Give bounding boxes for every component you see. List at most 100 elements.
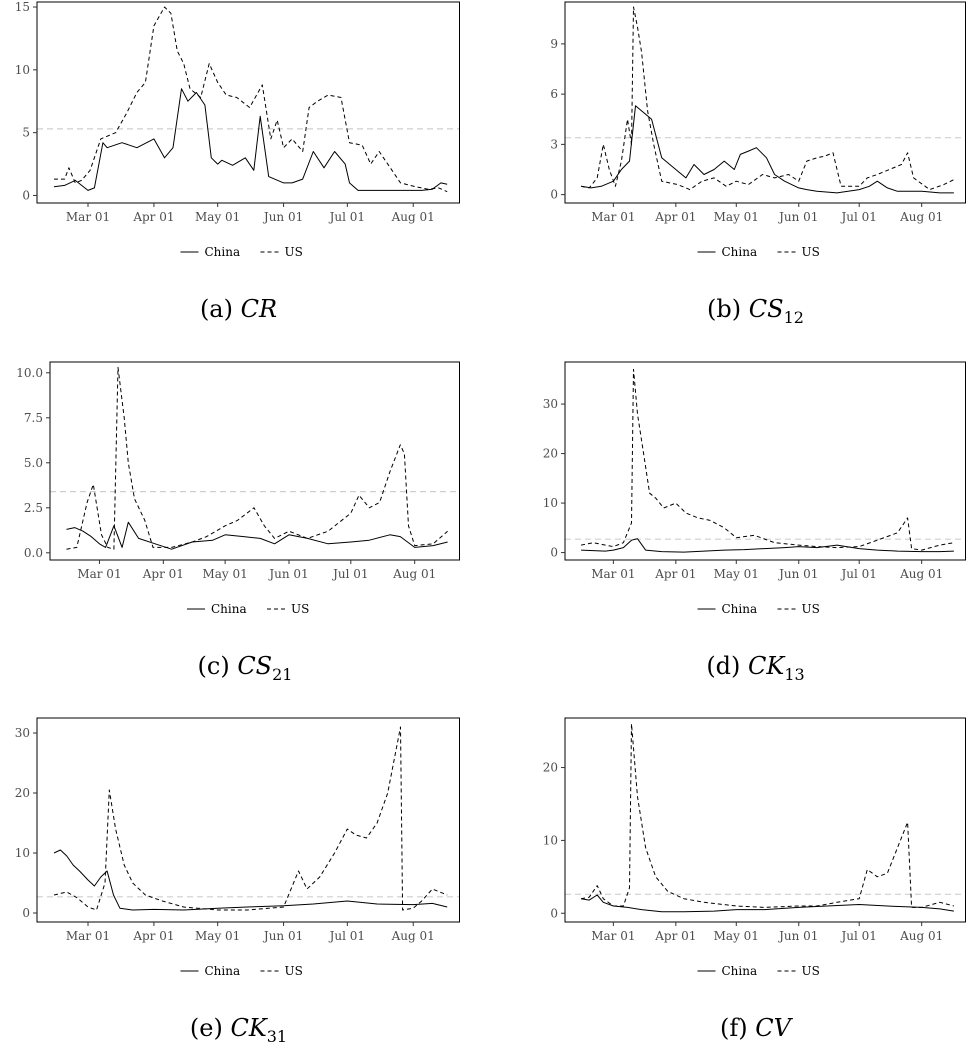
y-tick-label: 20 bbox=[543, 447, 558, 461]
caption-symbol: CV bbox=[755, 1014, 793, 1042]
y-tick-label: 2.5 bbox=[24, 501, 43, 515]
series-line-us bbox=[581, 6, 955, 191]
caption-symbol: CS bbox=[237, 652, 272, 680]
x-tick-label: Jun 01 bbox=[262, 929, 303, 943]
x-tick-label: May 01 bbox=[195, 929, 240, 943]
chart-panel-3: 0.0 2.5 5.0 7.5 10.0 Mar 01 Apr 01 May 01 Jun 01… bbox=[16, 361, 460, 684]
series-line-china bbox=[581, 894, 954, 913]
x-tick-label: Jul 01 bbox=[328, 210, 365, 224]
y-tick-label: 3 bbox=[550, 137, 558, 151]
plot-frame bbox=[36, 1, 460, 204]
x-tick-label: Jun 01 bbox=[267, 567, 308, 581]
x-tick-label: Apr 01 bbox=[142, 567, 184, 581]
y-tick-label: 10 bbox=[543, 496, 558, 510]
legend-label-us: US bbox=[802, 245, 820, 259]
x-tick-label: Jul 01 bbox=[331, 567, 368, 581]
x-tick-label: Aug 01 bbox=[899, 210, 943, 224]
legend-label-us: US bbox=[291, 602, 309, 616]
plot-frame bbox=[49, 361, 460, 561]
y-tick-label: 5.0 bbox=[24, 456, 43, 470]
legend-label-china: China bbox=[722, 964, 758, 978]
y-tick-label: 0 bbox=[550, 906, 558, 920]
series-line-us bbox=[581, 368, 954, 551]
plot-frame bbox=[36, 717, 460, 923]
x-tick-label: Jul 01 bbox=[839, 567, 876, 581]
chart-panel-4: 0 10 20 30 Mar 01 Apr 01 May 01 Jun 01 Jul 01 Aug… bbox=[543, 361, 966, 684]
caption-subscript: 13 bbox=[784, 665, 804, 684]
chart-panel-2: 0 3 6 9 Mar 01 Apr 01 May 01 Jun 01 Jul 01 Aug 01… bbox=[550, 1, 966, 327]
x-tick-label: Jul 01 bbox=[839, 929, 876, 943]
x-tick-label: Aug 01 bbox=[899, 929, 943, 943]
series-line-china bbox=[581, 538, 954, 553]
caption-prefix: (f) bbox=[720, 1014, 755, 1042]
legend-label-us: US bbox=[802, 602, 820, 616]
y-tick-label: 10 bbox=[15, 846, 30, 860]
y-tick-label: 30 bbox=[15, 726, 30, 740]
chart-panel-5: 0 10 20 30 Mar 01 Apr 01 May 01 Jun 01 Jul 01 Aug… bbox=[15, 717, 460, 1046]
y-tick-label: 0.0 bbox=[24, 546, 43, 560]
y-tick-label: 0 bbox=[550, 188, 558, 202]
caption-subscript: 21 bbox=[272, 665, 292, 684]
x-tick-label: Mar 01 bbox=[591, 210, 635, 224]
y-tick-label: 30 bbox=[543, 397, 558, 411]
caption: (e) CK31 bbox=[190, 1014, 287, 1046]
y-tick-label: 0 bbox=[22, 188, 30, 202]
x-tick-label: Aug 01 bbox=[391, 210, 435, 224]
x-tick-label: Mar 01 bbox=[66, 929, 110, 943]
y-tick-label: 6 bbox=[550, 87, 558, 101]
x-tick-label: May 01 bbox=[714, 929, 759, 943]
caption-prefix: (d) bbox=[706, 652, 748, 680]
legend-label-china: China bbox=[722, 602, 758, 616]
caption-symbol: CK bbox=[230, 1014, 268, 1042]
series-line-us bbox=[53, 726, 448, 911]
x-tick-label: Jun 01 bbox=[777, 567, 818, 581]
caption-prefix: (b) bbox=[707, 295, 749, 323]
y-tick-label: 9 bbox=[550, 37, 558, 51]
series-line-china bbox=[66, 521, 448, 550]
y-tick-label: 7.5 bbox=[24, 411, 43, 425]
x-tick-label: Mar 01 bbox=[66, 210, 110, 224]
plot-frame bbox=[564, 1, 966, 204]
x-tick-label: Jul 01 bbox=[839, 210, 876, 224]
x-tick-label: Jun 01 bbox=[262, 210, 303, 224]
series-line-china bbox=[53, 88, 448, 191]
x-tick-label: Aug 01 bbox=[391, 929, 435, 943]
caption-symbol: CK bbox=[748, 652, 786, 680]
y-tick-label: 5 bbox=[22, 126, 30, 140]
caption: (d) CK13 bbox=[706, 652, 804, 684]
x-tick-label: Apr 01 bbox=[654, 210, 696, 224]
caption-symbol: CR bbox=[241, 295, 277, 323]
y-tick-label: 10 bbox=[543, 833, 558, 847]
x-tick-label: Apr 01 bbox=[132, 929, 174, 943]
y-tick-label: 0 bbox=[22, 906, 30, 920]
caption: (b) CS12 bbox=[707, 295, 804, 327]
caption: (f) CV bbox=[720, 1014, 794, 1042]
series-line-us bbox=[581, 723, 955, 908]
x-tick-label: Apr 01 bbox=[132, 210, 174, 224]
x-tick-label: Mar 01 bbox=[591, 929, 635, 943]
series-line-china bbox=[53, 849, 448, 911]
legend-label-us: US bbox=[285, 245, 303, 259]
x-tick-label: May 01 bbox=[714, 210, 759, 224]
x-tick-label: May 01 bbox=[714, 567, 759, 581]
caption-prefix: (e) bbox=[190, 1014, 231, 1042]
x-tick-label: Apr 01 bbox=[654, 929, 696, 943]
x-tick-label: Jun 01 bbox=[777, 929, 818, 943]
x-tick-label: Jul 01 bbox=[328, 929, 365, 943]
legend-label-china: China bbox=[722, 245, 758, 259]
y-tick-label: 20 bbox=[543, 761, 558, 775]
legend-label-china: China bbox=[205, 245, 241, 259]
y-tick-label: 10 bbox=[15, 63, 30, 77]
legend-label-us: US bbox=[285, 964, 303, 978]
x-tick-label: Aug 01 bbox=[392, 567, 436, 581]
caption: (c) CS21 bbox=[198, 652, 293, 684]
x-tick-label: Aug 01 bbox=[899, 567, 943, 581]
y-tick-label: 20 bbox=[15, 786, 30, 800]
plot-frame bbox=[564, 717, 966, 923]
caption-prefix: (c) bbox=[198, 652, 238, 680]
x-tick-label: Mar 01 bbox=[591, 567, 635, 581]
caption-prefix: (a) bbox=[200, 295, 241, 323]
y-tick-label: 0 bbox=[550, 546, 558, 560]
